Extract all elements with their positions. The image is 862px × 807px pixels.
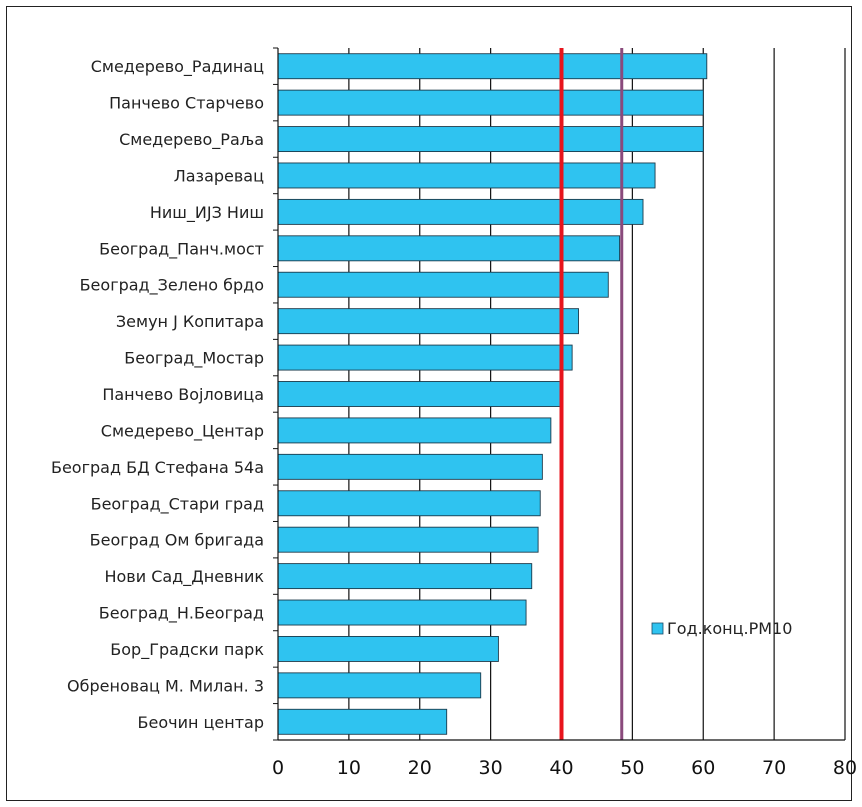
x-tick-label: 60 [691, 757, 715, 779]
x-tick-label: 30 [479, 757, 503, 779]
category-label: Беочин центар [138, 713, 264, 732]
bar [277, 53, 708, 80]
legend-swatch [651, 622, 664, 635]
bar [277, 599, 527, 626]
labels: Смедерево_Радинац Панчево Старчево Смедере… [51, 57, 857, 779]
bars [277, 53, 708, 735]
bar [277, 344, 573, 371]
bar [277, 308, 579, 335]
category-label: Нови Сад_Дневник [104, 567, 264, 587]
category-label: Београд_Зелено брдо [80, 276, 264, 296]
bar [277, 235, 621, 262]
category-label: Лазаревац [174, 166, 264, 185]
bar [277, 271, 609, 298]
category-label: Београд Ом бригада [90, 531, 264, 550]
category-label: Ниш_ИЈЗ Ниш [150, 203, 264, 223]
category-label: Београд_Панч.мост [99, 239, 264, 259]
category-label: Београд БД Стефана 54а [51, 458, 264, 477]
category-label: Смедерево_Раља [119, 130, 264, 150]
category-label: Смедерево_Центар [101, 421, 264, 441]
bar [277, 417, 552, 444]
x-tick-label: 0 [272, 757, 284, 779]
category-label: Београд_Н.Београд [99, 604, 264, 624]
x-tick-label: 20 [408, 757, 432, 779]
legend-label: Год.конц.PM10 [667, 619, 792, 638]
category-label: Земун Ј Копитара [116, 312, 264, 331]
category-label: Београд_Мостар [124, 349, 264, 369]
x-tick-label: 70 [762, 757, 786, 779]
reference-lines [559, 48, 624, 740]
category-label: Панчево Старчево [109, 94, 264, 113]
category-label: Панчево Војловица [102, 385, 264, 404]
bar [277, 126, 704, 153]
bar [277, 490, 541, 517]
bar [277, 526, 539, 553]
bar [277, 453, 543, 480]
legend: Год.конц.PM10 [651, 619, 792, 638]
bar [277, 381, 562, 407]
x-tick-label: 10 [337, 757, 361, 779]
x-tick-label: 40 [549, 757, 573, 779]
bar [277, 672, 482, 699]
category-label: Бор_Градски парк [110, 640, 264, 660]
bar [277, 89, 704, 116]
x-tick-label: 80 [833, 757, 857, 779]
axes [273, 47, 845, 741]
bar [277, 708, 448, 735]
category-label: Смедерево_Радинац [91, 57, 264, 77]
bar [277, 635, 499, 662]
bar [277, 198, 644, 225]
category-label: Обреновац М. Милан. 3 [67, 676, 264, 695]
x-tick-label: 50 [620, 757, 644, 779]
category-label: Београд_Стари град [91, 494, 264, 514]
bar [277, 563, 533, 590]
bar [277, 162, 656, 189]
